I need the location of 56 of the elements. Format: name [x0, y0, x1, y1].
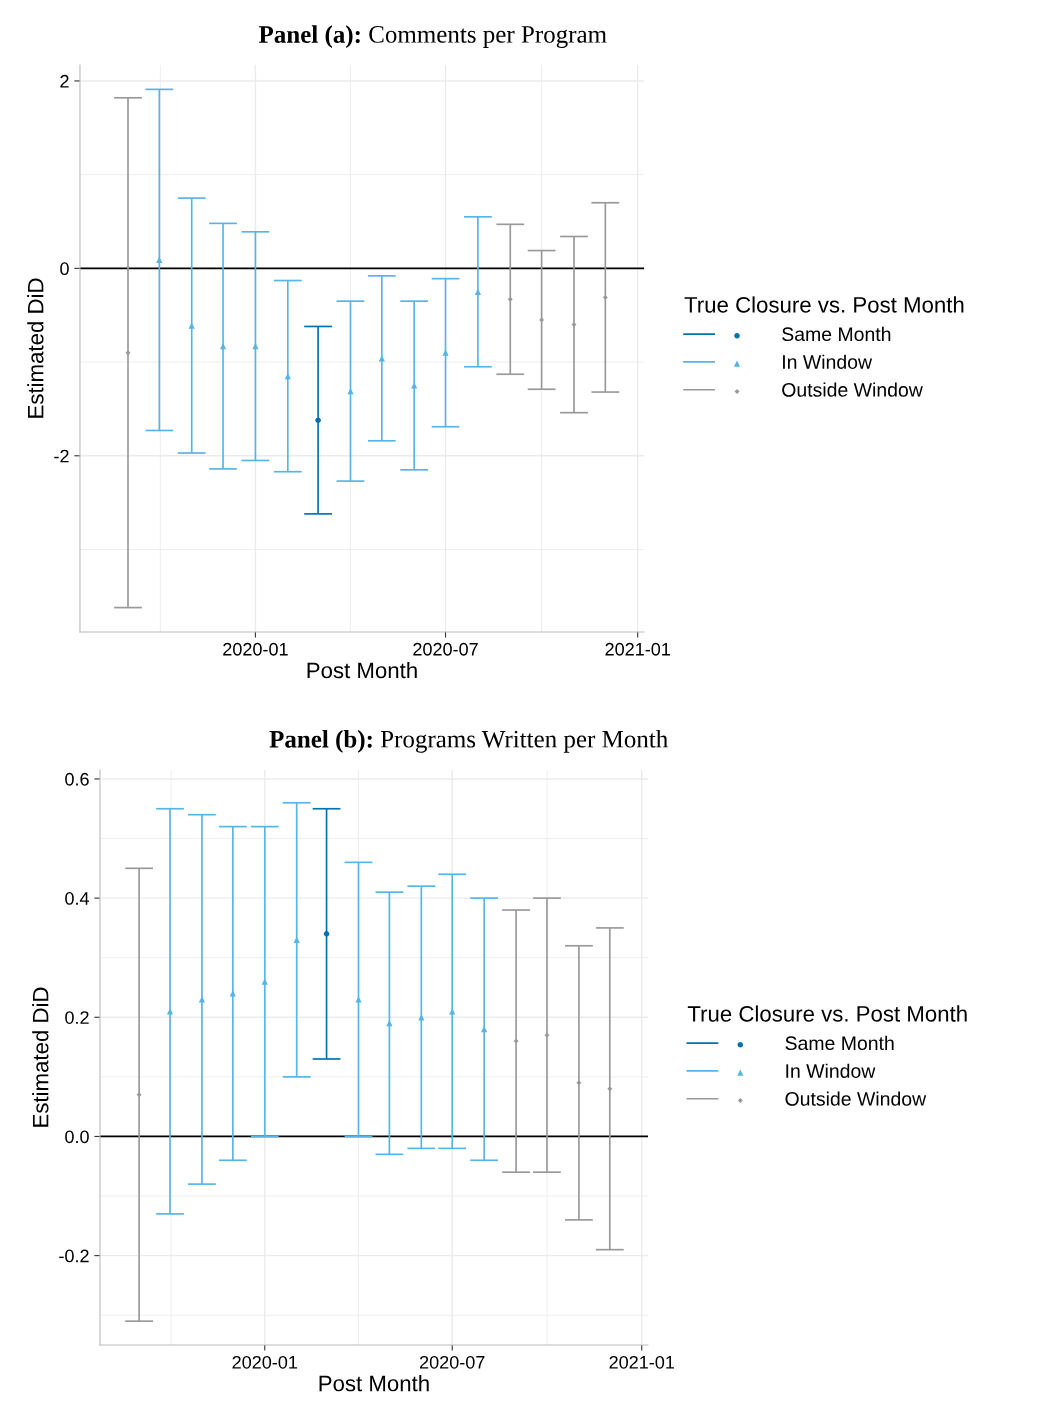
point	[513, 1038, 519, 1044]
point	[544, 1032, 550, 1038]
y-tick-label: 0.2	[65, 1011, 89, 1024]
point	[136, 1092, 142, 1098]
point	[166, 1008, 174, 1015]
point	[355, 996, 362, 1003]
point	[602, 294, 608, 300]
point	[252, 343, 259, 350]
x-tick-label: 2020-01	[223, 642, 288, 656]
x-axis-title: Post Month	[319, 1375, 429, 1392]
x-tick-label: 2020-07	[413, 642, 478, 656]
x-tick-label: 2020-01	[232, 1355, 298, 1369]
point	[481, 1026, 488, 1033]
x-tick-label: 2021-01	[605, 642, 670, 656]
y-tick-label: 2	[60, 74, 69, 88]
x-tick-label: 2021-01	[609, 1355, 674, 1369]
point	[411, 382, 418, 389]
legend-label: In Window	[783, 354, 873, 369]
point	[219, 343, 227, 350]
chart-title: Panel (b): Programs Written per Month	[269, 730, 668, 753]
point	[347, 388, 354, 395]
x-tick-label: 2020-07	[420, 1355, 485, 1369]
point	[386, 1020, 393, 1027]
legend-title: True Closure vs. Post Month	[684, 296, 964, 313]
point	[315, 417, 321, 423]
y-axis-title: Estimated DiD	[32, 987, 49, 1127]
point	[571, 322, 577, 328]
point	[229, 990, 236, 997]
point	[576, 1080, 582, 1086]
point	[323, 931, 330, 937]
point	[156, 256, 163, 264]
y-tick-label: -2	[54, 449, 69, 463]
legend-label: Outside Window	[785, 1091, 927, 1106]
y-axis-title: Estimated DiD	[27, 278, 44, 418]
point	[293, 936, 300, 943]
legend-title: True Closure vs. Post Month	[687, 1005, 967, 1022]
point	[507, 296, 513, 302]
point	[198, 996, 206, 1003]
point	[607, 1086, 613, 1092]
y-tick-label: 0	[60, 262, 69, 276]
point	[261, 978, 268, 985]
y-tick-label: 0.0	[65, 1130, 89, 1144]
point	[474, 288, 482, 295]
point	[442, 349, 449, 356]
legend-label: In Window	[786, 1063, 876, 1078]
legend-label: Same Month	[785, 1035, 894, 1051]
legend-label: Same Month	[782, 326, 891, 342]
y-tick-label: 0.6	[65, 772, 89, 786]
point	[284, 373, 291, 380]
x-axis-title: Post Month	[307, 661, 417, 679]
y-tick-label: -0.2	[59, 1249, 89, 1263]
chart-title: Panel (a): Comments per Program	[258, 25, 607, 48]
legend-label: Outside Window	[782, 382, 923, 397]
point	[188, 322, 195, 329]
point	[125, 350, 131, 356]
y-tick-label: 0.4	[65, 892, 90, 905]
